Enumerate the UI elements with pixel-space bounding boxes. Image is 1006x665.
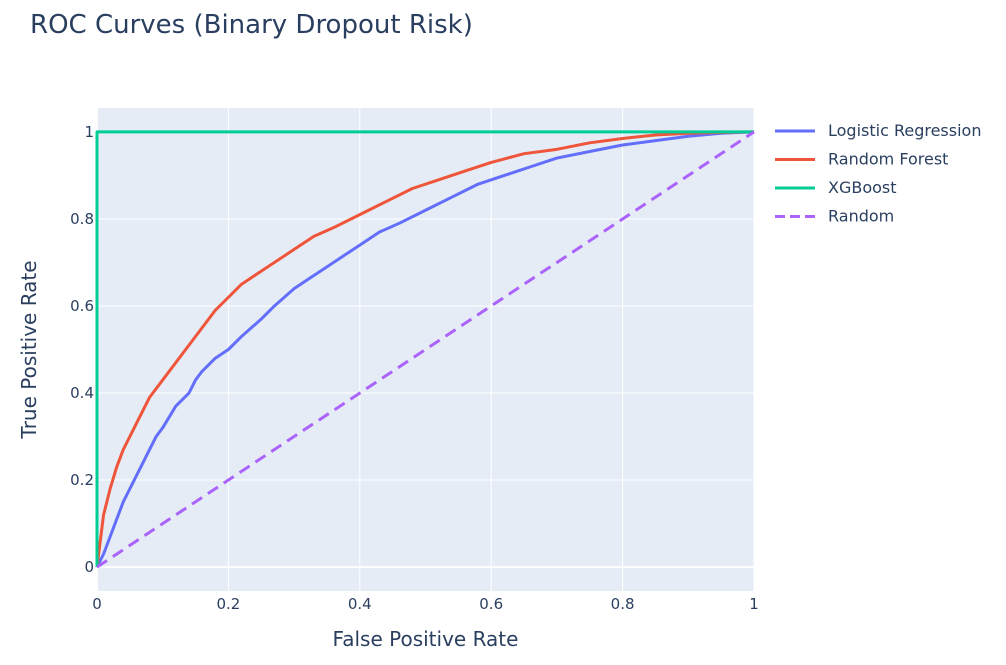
legend-label: Logistic Regression [828, 121, 981, 140]
x-tick-label: 0.8 [611, 595, 635, 613]
x-tick-label: 0.6 [479, 595, 503, 613]
x-axis-title: False Positive Rate [333, 627, 519, 651]
x-tick-label: 0.2 [216, 595, 240, 613]
tick-labels: 0 0.2 0.4 0.6 0.8 1 0 0.2 0.4 0.6 0.8 1 [70, 123, 759, 613]
y-tick-label: 0.2 [70, 471, 94, 489]
series-line-xgboost [95, 130, 754, 568]
x-tick-label: 0 [92, 595, 102, 613]
series-line-logistic-regression [95, 130, 755, 568]
chart-title: ROC Curves (Binary Dropout Risk) [30, 10, 473, 40]
legend-item[interactable]: XGBoost [775, 178, 897, 197]
legend-label: Random [828, 207, 894, 226]
y-tick-label: 0 [84, 558, 94, 576]
series-line-random [96, 130, 755, 569]
y-tick-label: 0.4 [70, 384, 94, 402]
legend[interactable]: Logistic Regression Random Forest XGBoost R… [775, 121, 981, 226]
legend-label: XGBoost [828, 178, 897, 197]
legend-item[interactable]: Random Forest [775, 150, 948, 169]
series-line-random-forest [95, 130, 755, 568]
legend-item[interactable]: Logistic Regression [775, 121, 981, 140]
y-axis-title: True Positive Rate [17, 260, 41, 439]
legend-item[interactable]: Random [775, 207, 894, 226]
plot-area [97, 108, 754, 591]
x-tick-label: 1 [749, 595, 759, 613]
series-lines [95, 130, 755, 569]
x-tick-label: 0.4 [348, 595, 372, 613]
legend-label: Random Forest [828, 150, 948, 169]
y-tick-label: 1 [84, 123, 94, 141]
y-tick-label: 0.8 [70, 210, 94, 228]
y-tick-label: 0.6 [70, 297, 94, 315]
